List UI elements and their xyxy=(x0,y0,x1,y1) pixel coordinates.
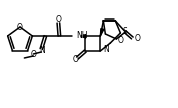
Text: O: O xyxy=(55,15,61,25)
Text: O: O xyxy=(17,22,23,32)
Text: O: O xyxy=(134,34,140,44)
Text: O: O xyxy=(30,50,36,59)
Text: S: S xyxy=(122,27,127,37)
Text: N: N xyxy=(103,45,109,54)
Text: O: O xyxy=(72,56,78,64)
Text: N: N xyxy=(39,46,45,55)
Polygon shape xyxy=(100,29,104,36)
Text: NH: NH xyxy=(76,32,88,40)
Text: O: O xyxy=(117,37,123,45)
